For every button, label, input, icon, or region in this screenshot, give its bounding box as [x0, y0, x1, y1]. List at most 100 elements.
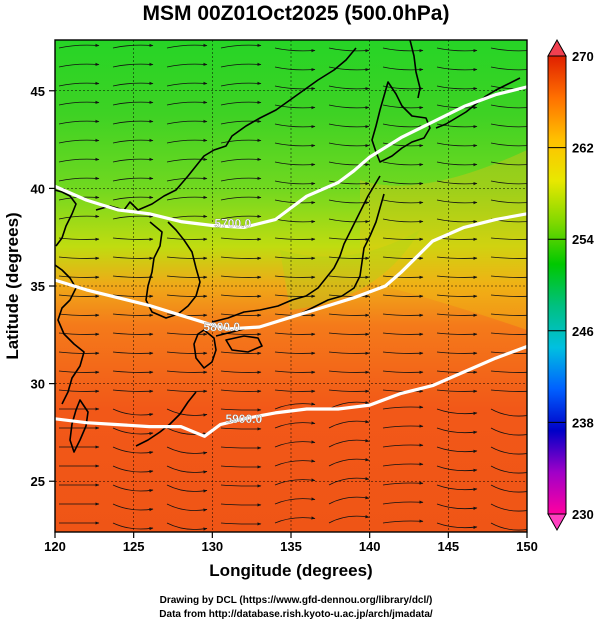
wind-streamline — [328, 104, 370, 110]
wind-streamline — [382, 405, 424, 410]
wind-streamline — [112, 332, 154, 336]
wind-streamline — [220, 484, 262, 488]
height-contour — [55, 85, 527, 229]
wind-streamline — [274, 123, 316, 129]
wind-streamline — [490, 256, 527, 259]
wind-streamline — [220, 256, 262, 260]
coastline-ryukyu — [135, 391, 197, 447]
wind-streamline — [382, 275, 424, 279]
wind-streamline — [220, 427, 262, 431]
wind-streamline — [220, 446, 262, 450]
coastline-sakhalin — [409, 40, 421, 99]
y-tick-label: 25 — [31, 474, 45, 489]
wind-streamline — [112, 62, 154, 68]
wind-streamline — [274, 161, 316, 167]
wind-streamline — [58, 138, 100, 144]
wind-streamline — [112, 484, 154, 493]
wind-streamline — [490, 503, 527, 512]
colorbar-tick-label: 262 — [572, 141, 594, 156]
wind-streamline — [58, 256, 100, 260]
wind-streamline — [328, 439, 370, 448]
wind-streamline — [382, 294, 424, 298]
wind-streamline — [58, 313, 100, 317]
wind-streamline — [328, 66, 370, 72]
wind-streamline — [220, 522, 262, 526]
wind-streamline — [490, 389, 527, 392]
wind-streamline — [58, 389, 100, 393]
wind-streamline — [166, 503, 208, 512]
wind-streamline — [112, 446, 154, 455]
wind-streamline — [166, 370, 208, 374]
coastline-taiwan — [69, 399, 89, 453]
wind-streamline — [274, 66, 316, 72]
wind-streamline — [166, 465, 208, 474]
colorbar-body — [547, 55, 567, 515]
wind-streamline — [382, 180, 424, 186]
wind-streamline — [436, 123, 478, 129]
wind-streamline — [328, 496, 370, 505]
wind-streamline — [328, 256, 370, 260]
y-tick-label: 30 — [31, 377, 45, 392]
wind-streamline — [220, 195, 262, 201]
wind-streamline — [274, 389, 316, 393]
wind-streamline — [328, 47, 370, 53]
wind-streamline — [274, 218, 316, 224]
wind-streamline — [328, 477, 370, 486]
wind-streamline — [436, 256, 478, 260]
wind-streamline — [220, 313, 262, 317]
wind-streamline — [220, 370, 262, 374]
coastline-asia-mainland — [55, 47, 357, 405]
wind-streamline — [490, 275, 527, 278]
wind-streamline — [436, 446, 478, 453]
wind-streamline — [382, 47, 424, 53]
wind-streamline — [436, 313, 478, 317]
wind-streamline — [58, 62, 100, 68]
x-tick-label: 135 — [280, 539, 302, 554]
wind-streamline — [220, 237, 262, 241]
wind-streamline — [166, 43, 208, 49]
wind-streamline — [166, 81, 208, 87]
wind-streamline — [58, 100, 100, 106]
wind-streamline — [112, 389, 154, 393]
wind-streamline — [274, 497, 316, 505]
wind-streamline — [166, 446, 208, 455]
wind-streamline — [436, 47, 478, 53]
wind-streamline — [112, 237, 154, 241]
wind-streamline — [490, 47, 527, 52]
wind-streamline — [274, 402, 316, 410]
y-tick-label: 35 — [31, 279, 45, 294]
wind-streamline — [382, 443, 424, 448]
colorbar: 270 262 254 246 238 230 — [547, 38, 594, 532]
x-tick-label: 125 — [123, 539, 145, 554]
wind-streamline — [328, 237, 370, 241]
wind-streamline — [220, 119, 262, 125]
wind-streamline — [58, 176, 100, 182]
wind-streamline — [490, 484, 527, 493]
wind-streamline — [274, 237, 316, 241]
wind-streamline — [274, 85, 316, 91]
wind-streamline — [274, 294, 316, 298]
wind-streamline — [436, 161, 478, 167]
contour-label: 5700.0 — [214, 217, 251, 231]
wind-streamline — [436, 199, 478, 205]
wind-streamline — [166, 351, 208, 355]
wind-streamline — [436, 294, 478, 298]
wind-streamline — [490, 104, 527, 109]
wind-streamline — [382, 519, 424, 524]
wind-streamline — [382, 218, 424, 224]
y-axis-label: Latitude (degrees) — [3, 212, 22, 359]
x-tick-label: 145 — [437, 539, 459, 554]
wind-streamline — [166, 195, 208, 201]
wind-streamline — [328, 123, 370, 129]
wind-streamline — [382, 424, 424, 429]
wind-streamline — [436, 484, 478, 491]
wind-streamlines — [58, 43, 527, 531]
wind-streamline — [166, 275, 208, 279]
wind-streamline — [58, 275, 100, 279]
wind-streamline — [220, 100, 262, 106]
wind-streamline — [436, 275, 478, 279]
x-axis-ticks: 120 125 130 135 140 145 150 — [44, 532, 538, 554]
wind-streamline — [112, 43, 154, 49]
wind-streamline — [166, 237, 208, 241]
wind-streamline — [328, 142, 370, 148]
